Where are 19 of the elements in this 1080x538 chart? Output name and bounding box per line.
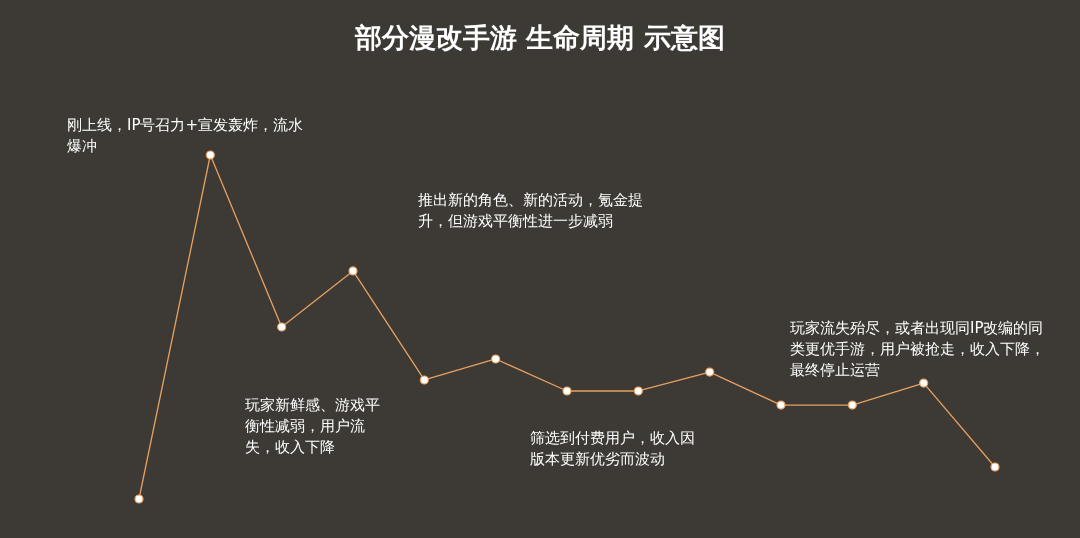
annotation: 玩家新鲜感、游戏平衡性减弱，用户流失，收入下降 bbox=[245, 395, 381, 458]
point bbox=[277, 322, 287, 332]
point bbox=[990, 462, 1000, 472]
point bbox=[633, 386, 643, 396]
point bbox=[847, 400, 857, 410]
point bbox=[919, 378, 929, 388]
point bbox=[134, 494, 144, 504]
point bbox=[348, 266, 358, 276]
chart-title: 部分漫改手游 生命周期 示意图 bbox=[353, 21, 726, 55]
annotation: 筛选到付费用户，收入因版本更新优劣而波动 bbox=[530, 428, 696, 470]
point bbox=[705, 367, 715, 377]
point bbox=[776, 400, 786, 410]
annotation: 玩家流失殆尽，或者出现同IP改编的同类更优手游，用户被抢走，收入下降，最终停止运营 bbox=[790, 318, 1046, 381]
annotation: 刚上线，IP号召力+宣发轰炸，流水爆冲 bbox=[67, 115, 305, 157]
point bbox=[491, 354, 501, 364]
point bbox=[419, 375, 429, 385]
point bbox=[562, 386, 572, 396]
annotation: 推出新的角色、新的活动，氪金提升，但游戏平衡性进一步减弱 bbox=[418, 190, 644, 232]
point bbox=[205, 150, 215, 160]
